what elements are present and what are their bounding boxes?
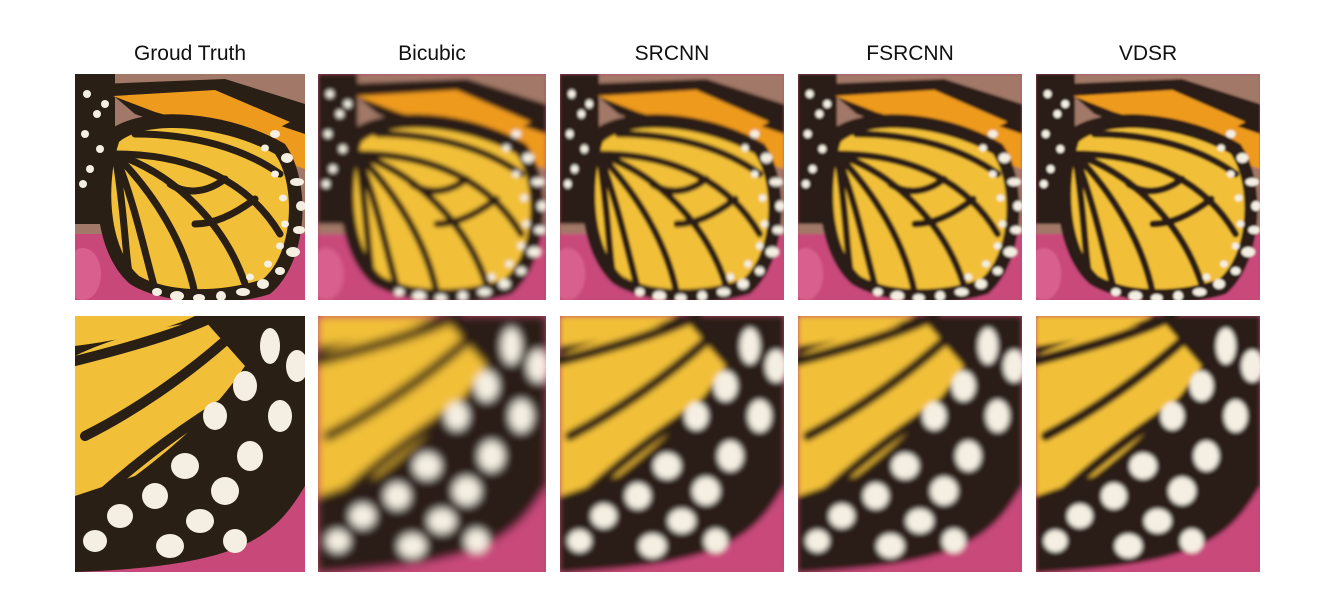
zoomed-crop-image [798,316,1022,572]
full-view-image [75,74,305,300]
zoomed-crop-image [560,316,784,572]
zoomed-crop-image [318,316,546,572]
full-view-image [1036,74,1260,300]
column-label: Groud Truth [133,42,247,65]
zoomed-crop-image [1036,316,1260,572]
column-label: SRCNN [634,42,710,65]
full-view-image [318,74,546,300]
full-view-image [798,74,1022,300]
column-label: FSRCNN [866,42,954,65]
zoomed-crop-image [75,316,305,572]
column-label: VDSR [1118,42,1178,65]
full-view-image [560,74,784,300]
column-label: Bicubic [398,42,466,65]
